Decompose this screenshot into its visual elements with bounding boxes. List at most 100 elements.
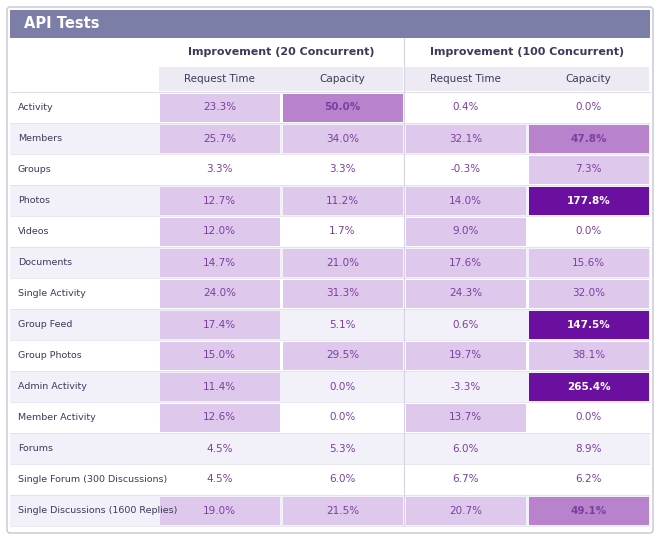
Bar bbox=[405, 125, 525, 152]
Bar bbox=[10, 495, 650, 526]
Text: 25.7%: 25.7% bbox=[203, 133, 236, 144]
Text: Request Time: Request Time bbox=[430, 74, 501, 84]
Text: 0.0%: 0.0% bbox=[329, 413, 356, 422]
Text: 17.4%: 17.4% bbox=[203, 320, 236, 329]
Text: 14.0%: 14.0% bbox=[449, 195, 482, 206]
Text: 11.4%: 11.4% bbox=[203, 381, 236, 391]
Text: 50.0%: 50.0% bbox=[324, 103, 360, 112]
Bar bbox=[529, 341, 649, 369]
Text: 17.6%: 17.6% bbox=[449, 258, 482, 267]
Text: 29.5%: 29.5% bbox=[326, 350, 359, 361]
Text: 23.3%: 23.3% bbox=[203, 103, 236, 112]
Text: 11.2%: 11.2% bbox=[326, 195, 359, 206]
Text: Forums: Forums bbox=[18, 444, 53, 453]
Bar bbox=[160, 248, 279, 276]
Bar bbox=[282, 125, 403, 152]
FancyBboxPatch shape bbox=[10, 10, 650, 38]
Text: Group Photos: Group Photos bbox=[18, 351, 82, 360]
Text: 177.8%: 177.8% bbox=[567, 195, 610, 206]
Text: 0.0%: 0.0% bbox=[576, 413, 602, 422]
Text: 3.3%: 3.3% bbox=[206, 165, 233, 174]
Bar bbox=[282, 248, 403, 276]
Bar bbox=[160, 280, 279, 307]
Bar bbox=[10, 92, 650, 123]
Bar bbox=[160, 93, 279, 122]
Bar bbox=[529, 496, 649, 524]
Bar bbox=[10, 340, 650, 371]
Text: 9.0%: 9.0% bbox=[452, 226, 478, 237]
Bar bbox=[10, 123, 650, 154]
Text: 265.4%: 265.4% bbox=[567, 381, 610, 391]
Bar bbox=[405, 186, 525, 214]
Text: 3.3%: 3.3% bbox=[329, 165, 356, 174]
Text: Members: Members bbox=[18, 134, 62, 143]
Text: 12.7%: 12.7% bbox=[203, 195, 236, 206]
Text: 8.9%: 8.9% bbox=[576, 443, 602, 454]
Text: 6.2%: 6.2% bbox=[576, 475, 602, 484]
Text: Improvement (20 Concurrent): Improvement (20 Concurrent) bbox=[187, 47, 374, 57]
Bar bbox=[10, 154, 650, 185]
Text: Group Feed: Group Feed bbox=[18, 320, 73, 329]
Text: 7.3%: 7.3% bbox=[576, 165, 602, 174]
Text: -0.3%: -0.3% bbox=[450, 165, 480, 174]
Bar bbox=[405, 341, 525, 369]
Text: 0.0%: 0.0% bbox=[576, 103, 602, 112]
Bar bbox=[160, 218, 279, 246]
Bar bbox=[529, 280, 649, 307]
Bar bbox=[160, 496, 279, 524]
Text: Single Activity: Single Activity bbox=[18, 289, 86, 298]
Bar bbox=[160, 373, 279, 401]
Bar bbox=[160, 186, 279, 214]
Text: API Tests: API Tests bbox=[24, 17, 100, 31]
Text: Request Time: Request Time bbox=[184, 74, 255, 84]
Text: Single Forum (300 Discussions): Single Forum (300 Discussions) bbox=[18, 475, 167, 484]
Text: 13.7%: 13.7% bbox=[449, 413, 482, 422]
Text: 34.0%: 34.0% bbox=[326, 133, 359, 144]
Bar bbox=[160, 341, 279, 369]
Text: 6.0%: 6.0% bbox=[452, 443, 478, 454]
Text: 0.0%: 0.0% bbox=[329, 381, 356, 391]
Text: 12.0%: 12.0% bbox=[203, 226, 236, 237]
Text: Capacity: Capacity bbox=[319, 74, 366, 84]
Bar bbox=[405, 218, 525, 246]
Bar bbox=[10, 247, 650, 278]
Bar bbox=[282, 280, 403, 307]
Bar bbox=[529, 310, 649, 339]
Bar bbox=[529, 125, 649, 152]
FancyBboxPatch shape bbox=[405, 67, 649, 91]
Bar bbox=[529, 373, 649, 401]
Text: 49.1%: 49.1% bbox=[570, 505, 607, 516]
Text: Documents: Documents bbox=[18, 258, 72, 267]
Text: Member Activity: Member Activity bbox=[18, 413, 96, 422]
Bar bbox=[282, 93, 403, 122]
Text: 6.7%: 6.7% bbox=[452, 475, 478, 484]
Bar bbox=[405, 280, 525, 307]
Text: 21.5%: 21.5% bbox=[326, 505, 359, 516]
Text: 24.0%: 24.0% bbox=[203, 288, 236, 299]
Text: Groups: Groups bbox=[18, 165, 51, 174]
Text: Activity: Activity bbox=[18, 103, 53, 112]
Text: Admin Activity: Admin Activity bbox=[18, 382, 87, 391]
Bar bbox=[160, 310, 279, 339]
Text: 5.1%: 5.1% bbox=[329, 320, 356, 329]
Bar bbox=[10, 309, 650, 340]
Text: 4.5%: 4.5% bbox=[206, 475, 233, 484]
Text: 0.0%: 0.0% bbox=[576, 226, 602, 237]
Text: 0.6%: 0.6% bbox=[452, 320, 478, 329]
Text: 12.6%: 12.6% bbox=[203, 413, 236, 422]
Bar bbox=[10, 464, 650, 495]
Text: 31.3%: 31.3% bbox=[326, 288, 359, 299]
Text: Improvement (100 Concurrent): Improvement (100 Concurrent) bbox=[430, 47, 624, 57]
Bar bbox=[10, 185, 650, 216]
Text: Single Discussions (1600 Replies): Single Discussions (1600 Replies) bbox=[18, 506, 178, 515]
Bar bbox=[282, 341, 403, 369]
FancyBboxPatch shape bbox=[159, 67, 403, 91]
Bar bbox=[160, 403, 279, 431]
Bar bbox=[405, 496, 525, 524]
Text: Photos: Photos bbox=[18, 196, 50, 205]
Text: 32.0%: 32.0% bbox=[572, 288, 605, 299]
Text: 6.0%: 6.0% bbox=[329, 475, 356, 484]
Bar bbox=[529, 186, 649, 214]
Bar bbox=[10, 402, 650, 433]
Text: -3.3%: -3.3% bbox=[450, 381, 480, 391]
